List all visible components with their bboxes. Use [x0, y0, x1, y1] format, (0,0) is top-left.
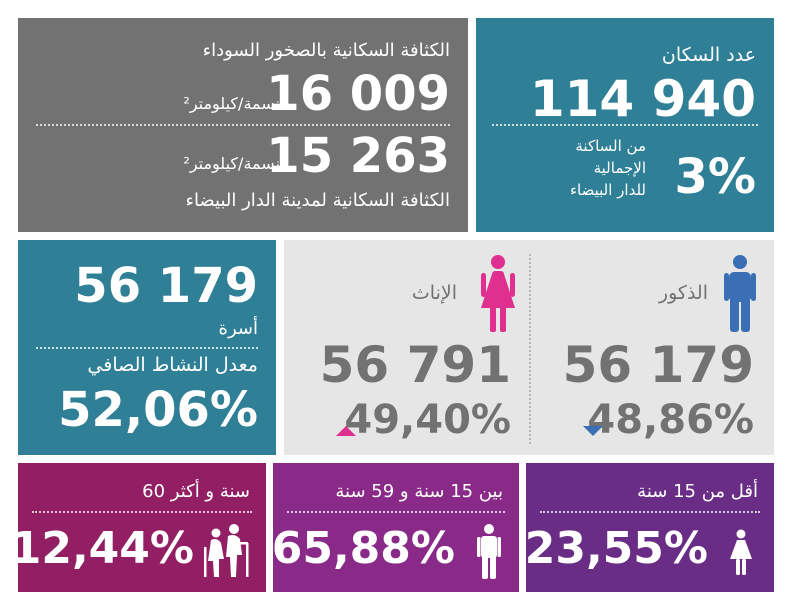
density-local-label: الكثافة السكانية بالصخور السوداء — [202, 40, 450, 61]
male-percent: 48,86% — [587, 397, 754, 443]
female-label: الإناث — [411, 282, 457, 304]
share-label-line2: الإجمالية — [593, 158, 646, 177]
population-share-value: 3% — [674, 149, 757, 205]
gender-divider — [529, 254, 531, 444]
divider — [287, 511, 505, 513]
age-middle-value: 65,88% — [271, 523, 455, 574]
divider — [32, 511, 252, 513]
age-young-value: 23,55% — [524, 523, 708, 574]
households-value: 56 179 — [74, 258, 258, 314]
activity-value: 52,06% — [58, 382, 258, 438]
density-local-value: 16 009 — [266, 66, 450, 122]
age-old-value: 12,44% — [10, 523, 194, 574]
population-panel: عدد السكان 114 940 3% من الساكنة الإجمال… — [476, 18, 774, 232]
age-old-label: 60 سنة و أكثر — [142, 481, 250, 502]
households-panel: 56 179 أسرة معدل النشاط الصافي 52,06% — [18, 240, 276, 455]
population-value: 114 940 — [529, 70, 756, 128]
man-icon — [477, 523, 501, 579]
female-percent: 49,40% — [344, 397, 511, 443]
density-panel: الكثافة السكانية بالصخور السوداء 16 009 … — [18, 18, 468, 232]
male-value: 56 179 — [562, 336, 754, 394]
triangle-up-icon — [336, 426, 356, 436]
age-young-label: أقل من 15 سنة — [637, 481, 758, 502]
density-city-value: 15 263 — [266, 128, 450, 184]
density-city-unit: نسمة/كيلومتر² — [183, 154, 280, 173]
elderly-couple-icon — [202, 523, 252, 577]
divider — [36, 347, 258, 349]
share-label-line1: من الساكنة — [575, 137, 646, 155]
gender-panel: الذكور 56 179 48,86% الإناث 56 791 49,40… — [284, 240, 774, 455]
female-icon — [481, 254, 515, 332]
girl-icon — [730, 529, 752, 575]
divider — [36, 124, 450, 126]
divider — [540, 511, 760, 513]
age-middle-label: بين 15 سنة و 59 سنة — [335, 481, 503, 502]
population-label: عدد السكان — [661, 44, 756, 66]
density-local-unit: نسمة/كيلومتر² — [183, 94, 280, 113]
divider — [492, 124, 758, 126]
male-icon — [724, 254, 756, 332]
age-old-panel: 60 سنة و أكثر 12,44% — [11, 463, 266, 592]
age-middle-panel: بين 15 سنة و 59 سنة 65,88% — [271, 463, 519, 592]
male-section: الذكور 56 179 48,86% — [531, 240, 774, 455]
share-label-line3: للدار البيضاء — [569, 180, 646, 199]
age-young-panel: أقل من 15 سنة 23,55% — [524, 463, 774, 592]
households-label: أسرة — [218, 318, 258, 339]
female-value: 56 791 — [319, 336, 511, 394]
male-label: الذكور — [658, 282, 708, 304]
activity-label: معدل النشاط الصافي — [87, 354, 258, 376]
population-share-label: من الساكنة الإجمالية للدار البيضاء — [570, 136, 646, 201]
density-city-label: الكثافة السكانية لمدينة الدار البيضاء — [185, 190, 450, 211]
triangle-down-icon — [583, 426, 603, 436]
female-section: الإناث 56 791 49,40% — [284, 240, 529, 455]
